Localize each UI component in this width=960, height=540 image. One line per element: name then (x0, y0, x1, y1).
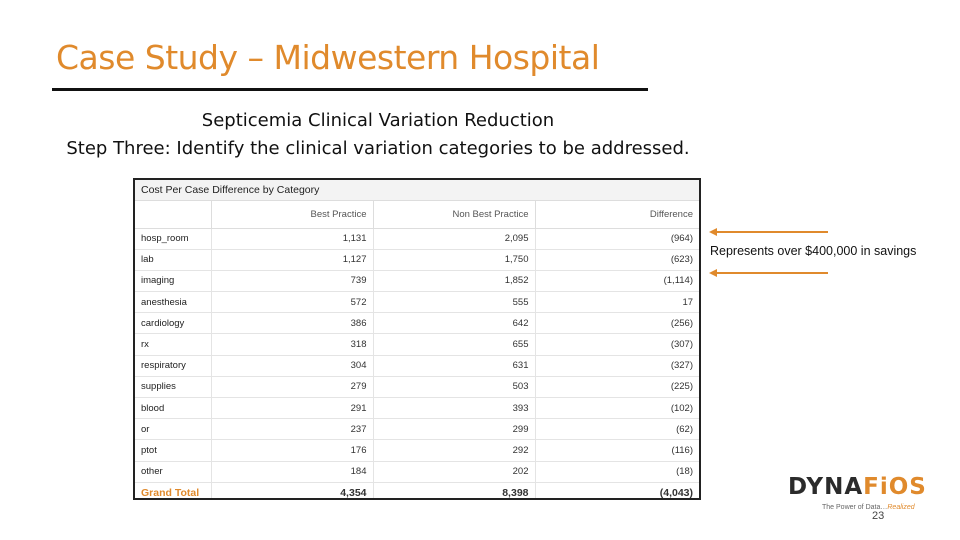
row-best-practice: 572 (211, 291, 374, 314)
row-category: blood (135, 397, 212, 420)
row-non-best-practice: 1,852 (373, 270, 536, 293)
row-category: respiratory (135, 355, 212, 377)
row-category: rx (135, 333, 212, 356)
row-category: ptot (135, 439, 212, 462)
header-best-practice: Best Practice (211, 200, 374, 229)
header-category (135, 200, 212, 229)
row-best-practice: 1,127 (211, 249, 374, 271)
arrow-lower-head (709, 269, 717, 277)
table-row: imaging 739 1,852 (1,114) (135, 270, 699, 293)
row-difference: (256) (535, 312, 699, 335)
row-difference: (18) (535, 461, 699, 483)
row-non-best-practice: 1,750 (373, 249, 536, 271)
row-difference: (62) (535, 418, 699, 441)
arrow-upper-line (716, 231, 828, 233)
row-category: other (135, 461, 212, 483)
total-non-best-practice: 8,398 (373, 482, 536, 498)
row-non-best-practice: 642 (373, 312, 536, 335)
row-difference: 17 (535, 291, 699, 314)
row-non-best-practice: 631 (373, 355, 536, 377)
table-row: ptot 176 292 (116) (135, 439, 699, 462)
row-non-best-practice: 2,095 (373, 228, 536, 250)
table-row: rx 318 655 (307) (135, 333, 699, 356)
table-row: anesthesia 572 555 17 (135, 291, 699, 314)
table-header-row: Best Practice Non Best Practice Differen… (135, 200, 699, 229)
logo-text-dyna: DYNA (788, 474, 864, 500)
table-row: cardiology 386 642 (256) (135, 312, 699, 335)
row-difference: (225) (535, 376, 699, 399)
table-title: Cost Per Case Difference by Category (135, 180, 699, 201)
row-best-practice: 184 (211, 461, 374, 483)
row-category: lab (135, 249, 212, 271)
row-difference: (116) (535, 439, 699, 462)
row-difference: (307) (535, 333, 699, 356)
row-non-best-practice: 393 (373, 397, 536, 420)
header-difference: Difference (535, 200, 699, 229)
row-difference: (327) (535, 355, 699, 377)
row-category: cardiology (135, 312, 212, 335)
dynafios-logo: DYNAFiOS (788, 474, 928, 504)
total-difference: (4,043) (659, 487, 694, 500)
table-row: other 184 202 (18) (135, 461, 699, 483)
savings-annotation: Represents over $400,000 in savings (710, 244, 917, 258)
row-best-practice: 291 (211, 397, 374, 420)
table-body: hosp_room 1,131 2,095 (964) lab 1,127 1,750 (62… (135, 228, 699, 500)
row-best-practice: 304 (211, 355, 374, 377)
cost-table-frame: Cost Per Case Difference by Category Bes… (133, 178, 701, 500)
row-difference: (623) (535, 249, 699, 271)
arrow-lower-line (716, 272, 828, 274)
total-label: Grand Total (135, 482, 212, 498)
row-best-practice: 237 (211, 418, 374, 441)
logo-tagline: The Power of Data…Realized (822, 504, 915, 511)
total-best-practice: 4,354 (211, 482, 374, 498)
row-difference: (1,114) (535, 270, 699, 293)
row-difference: (102) (535, 397, 699, 420)
table-row: blood 291 393 (102) (135, 397, 699, 420)
cost-per-case-table: Cost Per Case Difference by Category Bes… (135, 180, 699, 500)
row-best-practice: 176 (211, 439, 374, 462)
tagline-part-2: Realized (887, 504, 915, 511)
row-best-practice: 739 (211, 270, 374, 293)
row-non-best-practice: 202 (373, 461, 536, 483)
page-number: 23 (872, 510, 885, 522)
logo-text-fios: FiOS (863, 474, 927, 500)
row-non-best-practice: 555 (373, 291, 536, 314)
row-category: supplies (135, 376, 212, 399)
table-row: respiratory 304 631 (327) (135, 355, 699, 377)
row-best-practice: 1,131 (211, 228, 374, 250)
table-row: or 237 299 (62) (135, 418, 699, 441)
row-difference: (964) (535, 228, 699, 250)
subtitle-line-2: Step Three: Identify the clinical variat… (66, 138, 690, 159)
table-title-row: Cost Per Case Difference by Category (135, 180, 699, 201)
slide-title: Case Study – Midwestern Hospital (56, 38, 600, 77)
table-row: lab 1,127 1,750 (623) (135, 249, 699, 271)
row-category: or (135, 418, 212, 441)
row-category: imaging (135, 270, 212, 293)
tagline-part-1: The Power of Data… (822, 504, 888, 511)
row-best-practice: 386 (211, 312, 374, 335)
table-row: hosp_room 1,131 2,095 (964) (135, 228, 699, 250)
subtitle-line-1: Septicemia Clinical Variation Reduction (201, 110, 555, 131)
row-best-practice: 318 (211, 333, 374, 356)
row-non-best-practice: 299 (373, 418, 536, 441)
row-category: hosp_room (135, 228, 212, 250)
row-non-best-practice: 503 (373, 376, 536, 399)
row-non-best-practice: 655 (373, 333, 536, 356)
row-category: anesthesia (135, 291, 212, 314)
arrow-upper-head (709, 228, 717, 236)
header-non-best-practice: Non Best Practice (373, 200, 536, 229)
row-non-best-practice: 292 (373, 439, 536, 462)
title-underline (52, 88, 648, 91)
row-best-practice: 279 (211, 376, 374, 399)
table-total-row: Grand Total 4,354 8,398 (4,043) (135, 482, 699, 500)
table-row: supplies 279 503 (225) (135, 376, 699, 399)
